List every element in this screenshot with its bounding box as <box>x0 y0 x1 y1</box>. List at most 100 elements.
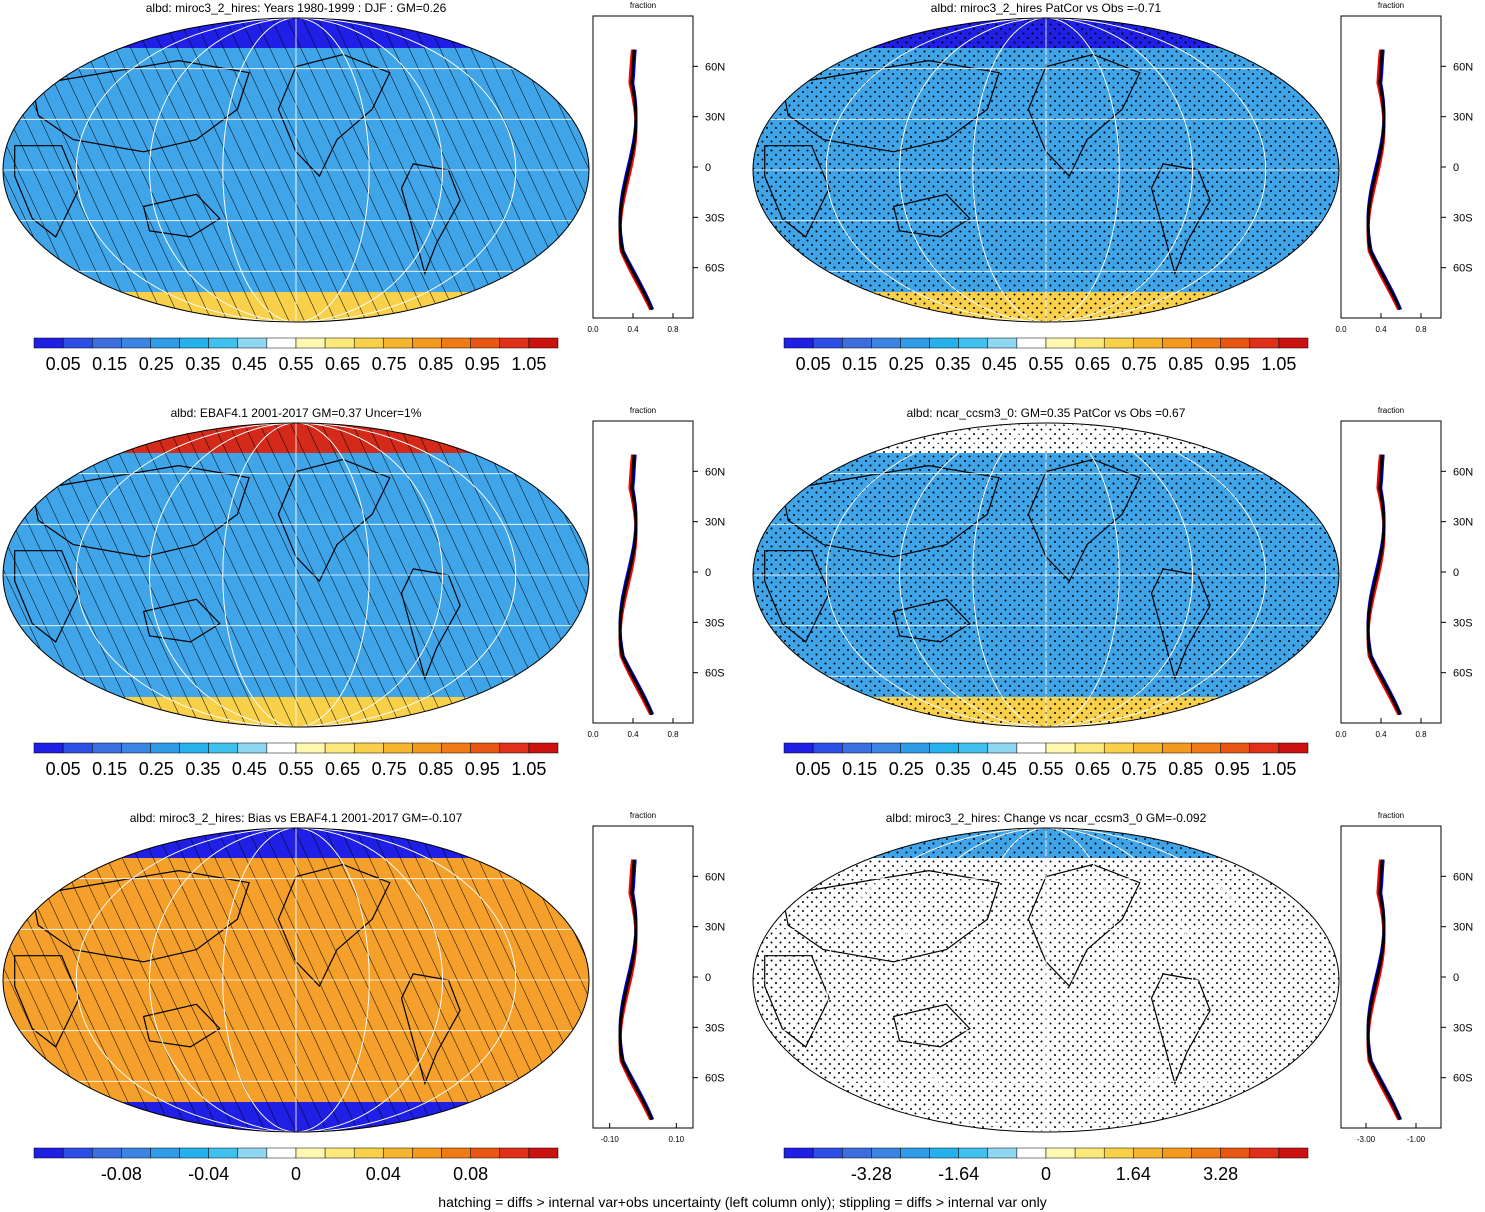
colorbar-label: 0.15 <box>92 354 127 374</box>
lat-tick-label: 60S <box>705 1073 725 1085</box>
profile-frame <box>1340 420 1442 724</box>
map-border <box>2 827 590 1133</box>
map <box>753 828 1339 1132</box>
colorbar-swatch <box>528 337 559 349</box>
lat-tick-label: 30N <box>1453 112 1473 124</box>
colorbar-swatch <box>1016 742 1047 754</box>
colorbar-label: 0.55 <box>278 354 313 374</box>
colorbar-swatch <box>1249 1147 1280 1159</box>
colorbar-swatch <box>528 742 559 754</box>
colorbar-label: 0.75 <box>1122 354 1157 374</box>
colorbar-label: 0.75 <box>372 354 407 374</box>
colorbar-label: 0.25 <box>889 759 924 779</box>
colorbar-label: 0.45 <box>982 354 1017 374</box>
colorbar-swatch <box>383 337 413 349</box>
obs-line <box>618 49 653 311</box>
colorbar-label: 1.05 <box>1261 354 1296 374</box>
colorbar-swatch <box>121 337 151 349</box>
lat-tick-label: 0 <box>705 972 711 984</box>
colorbar-swatch <box>987 337 1018 349</box>
map-border <box>752 422 1340 728</box>
colorbar-swatch <box>266 337 297 349</box>
colorbar-swatch <box>179 742 209 754</box>
colorbar-swatch <box>62 1147 93 1159</box>
map-border <box>2 422 590 728</box>
colorbar-swatch <box>958 337 989 349</box>
colorbar-label: 0.45 <box>232 759 267 779</box>
map <box>753 18 1339 322</box>
colorbar-label: 0.95 <box>465 354 500 374</box>
colorbar-swatch <box>783 742 814 754</box>
colorbar-swatch <box>441 1147 471 1159</box>
x-tick-label: 0.0 <box>1335 730 1347 739</box>
colorbar-swatch <box>1278 337 1309 349</box>
profile-label: fraction <box>1378 1 1404 10</box>
x-tick-label: 0.8 <box>1415 730 1427 739</box>
colorbar-label: 0.75 <box>1122 759 1157 779</box>
colorbar-swatch <box>1220 337 1251 349</box>
colorbar-swatch <box>812 742 843 754</box>
colorbar-swatch <box>1162 742 1192 754</box>
colorbar-label: 0.15 <box>842 354 877 374</box>
x-tick-label: 0.4 <box>627 730 639 739</box>
colorbar-swatch <box>470 337 501 349</box>
colorbar-swatch <box>1016 337 1047 349</box>
panel-title: albd: ncar_ccsm3_0: GM=0.35 PatCor vs Ob… <box>907 406 1186 420</box>
colorbar-swatch <box>1016 1147 1047 1159</box>
lat-tick-label: 30N <box>705 112 725 124</box>
colorbar-swatch <box>1191 742 1221 754</box>
colorbar-label: 0 <box>291 1164 301 1184</box>
profile-label: fraction <box>630 406 656 415</box>
colorbar-swatch <box>470 742 501 754</box>
profile-label: fraction <box>630 811 656 820</box>
colorbar-label: 0.05 <box>796 759 831 779</box>
colorbar-swatch <box>150 742 180 754</box>
colorbar-swatch <box>929 337 959 349</box>
profile-frame <box>592 420 694 724</box>
colorbar-swatch <box>1278 1147 1309 1159</box>
colorbar-swatch <box>871 337 901 349</box>
profile-label: fraction <box>630 1 656 10</box>
colorbar-swatch <box>91 337 122 349</box>
lat-tick-label: 0 <box>705 567 711 579</box>
colorbar-swatch <box>987 1147 1018 1159</box>
lat-tick-label: 30S <box>1453 617 1473 629</box>
colorbar-label: 0.08 <box>453 1164 488 1184</box>
colorbar-label: 0.05 <box>46 759 81 779</box>
colorbar-swatch <box>295 742 326 754</box>
colorbar-swatch <box>841 742 872 754</box>
colorbar-swatch <box>470 1147 501 1159</box>
colorbar-swatch <box>1074 337 1105 349</box>
colorbar-swatch <box>237 337 268 349</box>
colorbar-swatch <box>1133 337 1163 349</box>
colorbar-swatch <box>1162 1147 1192 1159</box>
colorbar-swatch <box>208 1147 239 1159</box>
colorbar-swatch <box>958 742 989 754</box>
colorbar-swatch <box>441 337 471 349</box>
colorbar-swatch <box>91 1147 122 1159</box>
lat-tick-label: 60S <box>1453 1073 1473 1085</box>
colorbar-swatch <box>871 742 901 754</box>
colorbar-swatch <box>1220 1147 1251 1159</box>
colorbar-swatch <box>324 337 355 349</box>
colorbar-label: 0.25 <box>139 354 174 374</box>
lat-tick-label: 30S <box>1453 1022 1473 1034</box>
x-tick-label: 0.4 <box>1375 325 1387 334</box>
colorbar-swatch <box>929 742 959 754</box>
colorbar-label: -3.28 <box>851 1164 892 1184</box>
colorbar-label: 0.65 <box>325 354 360 374</box>
colorbar-swatch <box>1133 1147 1163 1159</box>
obs-line <box>1366 859 1401 1121</box>
colorbar-label: 0.35 <box>935 759 970 779</box>
colorbar-swatch <box>900 1147 930 1159</box>
colorbar-label: 0.15 <box>92 759 127 779</box>
colorbar-label: 1.64 <box>1116 1164 1151 1184</box>
panel-title: albd: miroc3_2_hires PatCor vs Obs =-0.7… <box>931 1 1162 15</box>
panel-c: albd: EBAF4.1 2001-2017 GM=0.37 Uncer=1%… <box>2 406 725 779</box>
profile-frame <box>592 15 694 319</box>
panel-b: albd: miroc3_2_hires PatCor vs Obs =-0.7… <box>752 1 1473 374</box>
colorbar-label: 1.05 <box>511 759 546 779</box>
lat-tick-label: 30S <box>705 212 725 224</box>
x-tick-label: 0.0 <box>587 325 599 334</box>
